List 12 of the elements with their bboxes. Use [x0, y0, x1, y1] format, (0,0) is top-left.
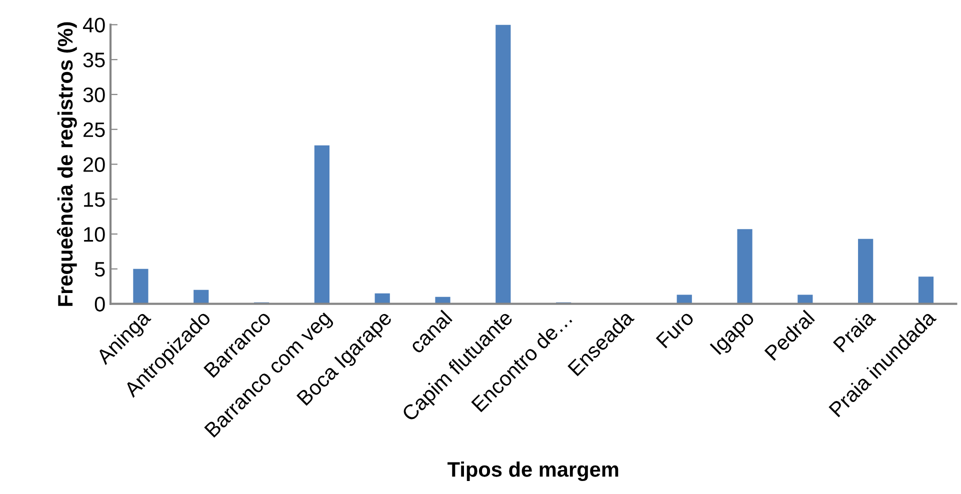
y-tick-label: 5	[94, 262, 105, 277]
y-tick-label: 35	[83, 52, 105, 68]
y-tick-label: 30	[83, 87, 105, 102]
y-tick-label: 20	[84, 157, 105, 172]
y-tick-label: 40	[82, 18, 105, 32]
x-tick-label: Furo	[656, 310, 695, 349]
y-axis-title: Frequeência de registros (%)	[56, 22, 77, 306]
y-tick-label: 25	[84, 122, 105, 138]
y-tick-label: 15	[84, 192, 105, 207]
x-axis-title: Tipos de margem	[448, 462, 618, 482]
y-tick-label: 0	[94, 296, 105, 312]
y-tick-label: 10	[84, 227, 105, 242]
